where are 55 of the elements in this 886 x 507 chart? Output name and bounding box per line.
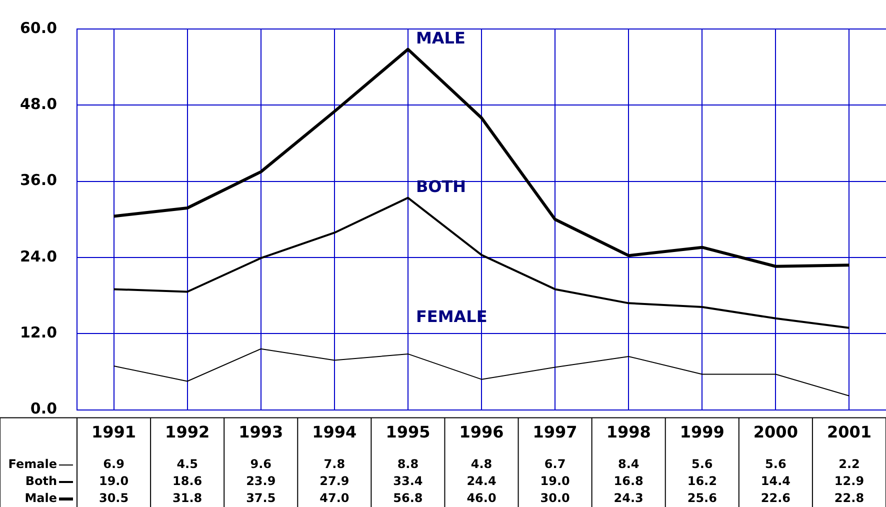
legend-label: Male (24, 491, 58, 506)
y-tick-label: 48.0 (20, 95, 58, 114)
data-label: 24.3 (614, 491, 644, 506)
x-tick-label: 1996 (459, 422, 504, 442)
x-tick-label: 1991 (92, 422, 136, 442)
legend-label: Female (8, 457, 58, 472)
data-label: 6.9 (103, 457, 124, 472)
data-label: 14.4 (760, 474, 790, 488)
x-tick-label: 1997 (532, 422, 578, 442)
data-label: 25.6 (687, 491, 717, 506)
data-label: 56.8 (393, 491, 423, 506)
data-label: 24.4 (466, 474, 496, 488)
data-label: 30.5 (98, 491, 129, 506)
x-tick-label: 1993 (238, 422, 284, 442)
data-label: 37.5 (246, 491, 276, 506)
data-label: 30.0 (540, 491, 570, 506)
data-label: 12.9 (834, 474, 864, 488)
y-tick-label: 12.0 (20, 324, 58, 342)
data-label: 27.9 (320, 474, 350, 488)
data-label: 4.5 (176, 457, 198, 472)
annotation: MALE (416, 28, 466, 48)
data-label: 16.8 (614, 474, 644, 488)
x-tick-label: 1995 (386, 422, 430, 442)
data-label: 2.2 (838, 457, 860, 472)
data-label: 9.6 (250, 457, 272, 472)
data-label: 22.8 (834, 491, 864, 506)
y-tick-label: 60.0 (20, 18, 58, 37)
data-label: 19.0 (540, 474, 570, 488)
x-tick-label: 2001 (826, 422, 872, 442)
x-tick-label: 1994 (312, 422, 357, 442)
data-label: 8.8 (397, 457, 419, 472)
data-label: 4.8 (470, 457, 492, 472)
x-tick-label: 1998 (606, 422, 651, 442)
y-tick-label: 36.0 (20, 171, 58, 190)
data-label: 8.4 (618, 457, 640, 472)
data-label: 19.0 (98, 474, 129, 488)
data-label: 23.9 (246, 474, 276, 488)
annotation: BOTH (416, 176, 466, 196)
data-label: 7.8 (324, 457, 346, 472)
data-label: 18.6 (172, 474, 202, 488)
y-tick-label: 24.0 (20, 247, 58, 266)
x-tick-label: 1992 (165, 422, 210, 442)
legend-label: Both (25, 474, 58, 488)
data-label: 31.8 (172, 491, 202, 506)
y-tick-label: 0.0 (30, 400, 58, 418)
data-label: 6.7 (544, 457, 566, 472)
data-label: 5.6 (765, 457, 786, 472)
x-tick-label: 2000 (753, 422, 798, 442)
x-tick-label: 1999 (680, 422, 724, 442)
data-label: 5.6 (692, 457, 713, 472)
data-label: 33.4 (393, 474, 423, 488)
data-label: 47.0 (320, 491, 350, 506)
data-label: 46.0 (466, 491, 496, 506)
data-label: 16.2 (687, 474, 717, 488)
data-label: 22.6 (760, 491, 790, 506)
